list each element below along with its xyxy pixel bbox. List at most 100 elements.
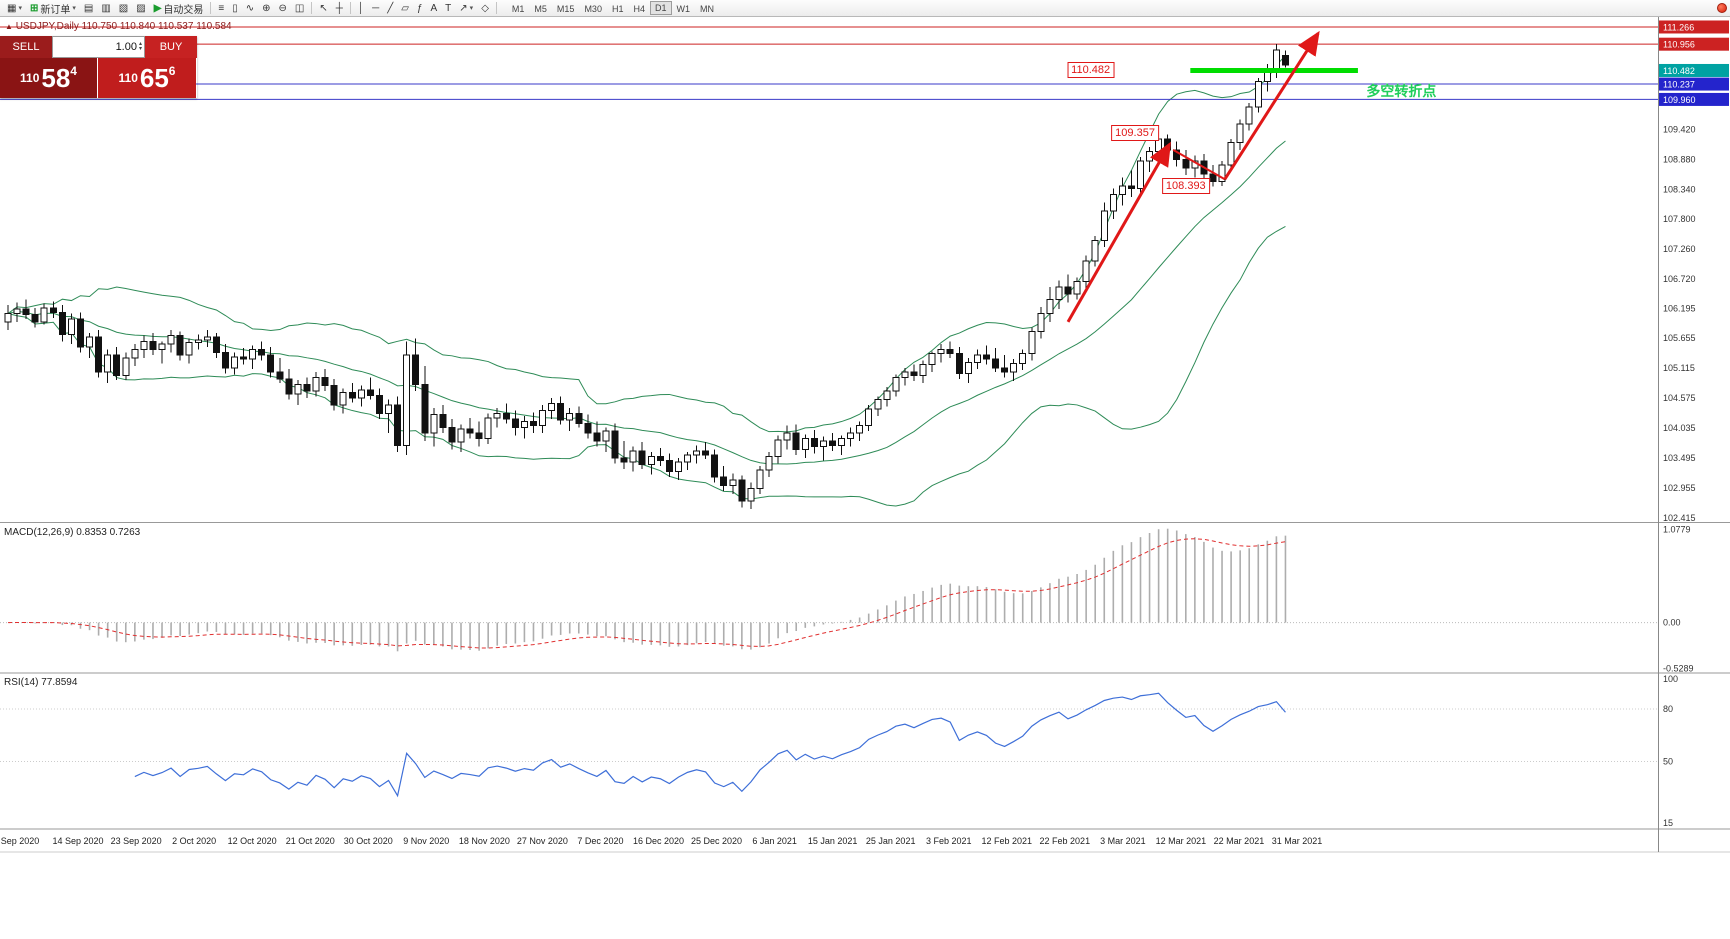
arrow-tools-icon[interactable]: ↗ ▾ bbox=[455, 1, 477, 15]
candle-body bbox=[1218, 164, 1226, 183]
price-annotation-label[interactable]: 110.482 bbox=[1067, 62, 1115, 79]
candle-body bbox=[1209, 173, 1217, 183]
candle-body bbox=[1137, 160, 1144, 190]
price-axis-label: 104.575 bbox=[1663, 393, 1696, 403]
volume-up-icon[interactable]: ▴ bbox=[138, 41, 142, 47]
candlestick-chart-icon[interactable]: ▯ bbox=[228, 1, 242, 15]
terminal-icon: ▨ bbox=[136, 2, 146, 14]
volume-input[interactable]: 1.00 ▴ ▾ bbox=[52, 36, 145, 58]
data-window-icon[interactable]: ▥ bbox=[97, 1, 114, 15]
price-axis-tag-text: 110.237 bbox=[1663, 80, 1695, 90]
candle-body bbox=[955, 352, 963, 374]
sell-button[interactable]: SELL bbox=[0, 36, 52, 58]
market-watch-icon: ▤ bbox=[83, 2, 94, 14]
text-icon[interactable]: A bbox=[427, 1, 442, 15]
price-axis-label: 109.420 bbox=[1663, 124, 1696, 134]
timeframe-button-m1[interactable]: M1 bbox=[511, 4, 525, 14]
new-order-button: ⊞ bbox=[29, 2, 39, 14]
cursor-icon: ↖ bbox=[319, 2, 328, 14]
candle-body bbox=[819, 440, 827, 448]
price-annotation-label[interactable]: 109.357 bbox=[1111, 124, 1159, 141]
rsi-axis-label: 80 bbox=[1663, 704, 1673, 714]
candle-body bbox=[1118, 185, 1126, 195]
timeframe-button-h4[interactable]: H4 bbox=[633, 4, 645, 14]
terminal-icon[interactable]: ▨ bbox=[132, 1, 149, 15]
candle-body bbox=[357, 389, 365, 399]
price-axis-label: 107.800 bbox=[1663, 214, 1696, 224]
volume-value[interactable]: 1.00 bbox=[115, 41, 137, 53]
fibonacci-icon[interactable]: ƒ bbox=[413, 1, 427, 15]
autotrade-button[interactable]: ▶ 自动交易 bbox=[150, 1, 208, 16]
zoom-out-icon: ⊖ bbox=[278, 2, 287, 14]
timeframe-button-h1[interactable]: H1 bbox=[611, 4, 624, 14]
candle-body bbox=[520, 421, 528, 428]
trendline-icon[interactable]: ╱ bbox=[383, 1, 397, 15]
new-order-button[interactable]: ⊞ 新订单 ▾ bbox=[26, 1, 80, 16]
price-axis-label: 102.415 bbox=[1663, 513, 1696, 523]
candle-body bbox=[403, 354, 411, 447]
turning-point-text[interactable]: 多空转折点 bbox=[1366, 82, 1437, 99]
candle-body bbox=[339, 391, 347, 406]
line-chart-icon: ∿ bbox=[245, 2, 255, 14]
date-axis-label: 7 Dec 2020 bbox=[577, 836, 623, 846]
text-label-icon: T bbox=[445, 2, 452, 14]
autotrade-button-label: 自动交易 bbox=[163, 4, 204, 16]
timeframe-button-m15[interactable]: M15 bbox=[556, 4, 575, 14]
vertical-line-icon[interactable]: │ bbox=[354, 1, 368, 15]
macd-axis-label: 0.00 bbox=[1663, 618, 1681, 628]
text-label-icon[interactable]: T bbox=[441, 1, 455, 15]
new-chart-icon: ▦ bbox=[7, 2, 17, 14]
candle-body bbox=[684, 454, 691, 463]
candle-body bbox=[321, 376, 329, 387]
zoom-in-icon[interactable]: ⊕ bbox=[258, 1, 274, 15]
timeframe-button-w1[interactable]: W1 bbox=[676, 4, 691, 14]
cursor-icon[interactable]: ↖ bbox=[315, 1, 331, 15]
timeframe-button-m30[interactable]: M30 bbox=[584, 4, 602, 14]
sell-price-button[interactable]: 110 58 4 bbox=[0, 58, 98, 98]
timeframe-button-m5[interactable]: M5 bbox=[534, 4, 547, 14]
line-chart-icon[interactable]: ∿ bbox=[242, 1, 258, 15]
crosshair-icon[interactable]: ┼ bbox=[332, 1, 347, 15]
candle-body bbox=[212, 336, 220, 353]
timeframe-button-mn[interactable]: MN bbox=[700, 4, 714, 14]
candle-body bbox=[838, 437, 846, 447]
timeframe-button-d1[interactable]: D1 bbox=[649, 1, 672, 15]
price-axis-tag bbox=[1659, 92, 1729, 106]
candle-body bbox=[140, 340, 148, 351]
price-annotation-label[interactable]: 108.393 bbox=[1161, 177, 1210, 194]
macd-histogram bbox=[16, 528, 1287, 652]
zoom-out-icon[interactable]: ⊖ bbox=[275, 1, 291, 15]
volume-down-icon[interactable]: ▾ bbox=[138, 46, 142, 52]
candle-body bbox=[928, 352, 936, 366]
candle-body bbox=[602, 430, 610, 442]
candle-body bbox=[964, 361, 972, 374]
volume-spinner[interactable]: ▴ ▾ bbox=[138, 41, 142, 52]
candle-body bbox=[176, 335, 184, 356]
candle-body bbox=[457, 428, 465, 443]
buy-button[interactable]: BUY bbox=[145, 36, 197, 58]
market-watch-icon[interactable]: ▤ bbox=[80, 1, 97, 15]
trend-arrow[interactable] bbox=[1172, 149, 1226, 181]
candle-body bbox=[276, 371, 284, 380]
channel-icon[interactable]: ▱ bbox=[397, 1, 413, 15]
shapes-icon[interactable]: ◇ bbox=[477, 1, 493, 15]
candle-body bbox=[1281, 55, 1289, 66]
connection-status-icon[interactable] bbox=[1717, 3, 1727, 13]
horizontal-line-icon[interactable]: ─ bbox=[368, 1, 383, 15]
navigator-icon[interactable]: ▧ bbox=[115, 1, 132, 15]
candle-body bbox=[448, 426, 456, 443]
price-axis-label: 103.495 bbox=[1663, 453, 1696, 463]
candle-body bbox=[421, 384, 429, 434]
buy-price-button[interactable]: 110 65 6 bbox=[98, 58, 196, 98]
tile-windows-icon[interactable]: ◫ bbox=[291, 1, 308, 15]
bar-chart-icon[interactable]: ≡ bbox=[214, 1, 228, 15]
candle-body bbox=[973, 354, 981, 363]
candlestick-chart-icon: ▯ bbox=[232, 2, 238, 14]
new-chart-icon[interactable]: ▦ ▾ bbox=[3, 1, 26, 15]
candle-body bbox=[892, 376, 900, 392]
date-axis-label: 15 Jan 2021 bbox=[808, 836, 858, 846]
macd-axis-label: -0.5289 bbox=[1663, 663, 1694, 673]
trend-arrow[interactable] bbox=[1066, 141, 1171, 323]
trend-arrow[interactable] bbox=[1223, 30, 1320, 181]
